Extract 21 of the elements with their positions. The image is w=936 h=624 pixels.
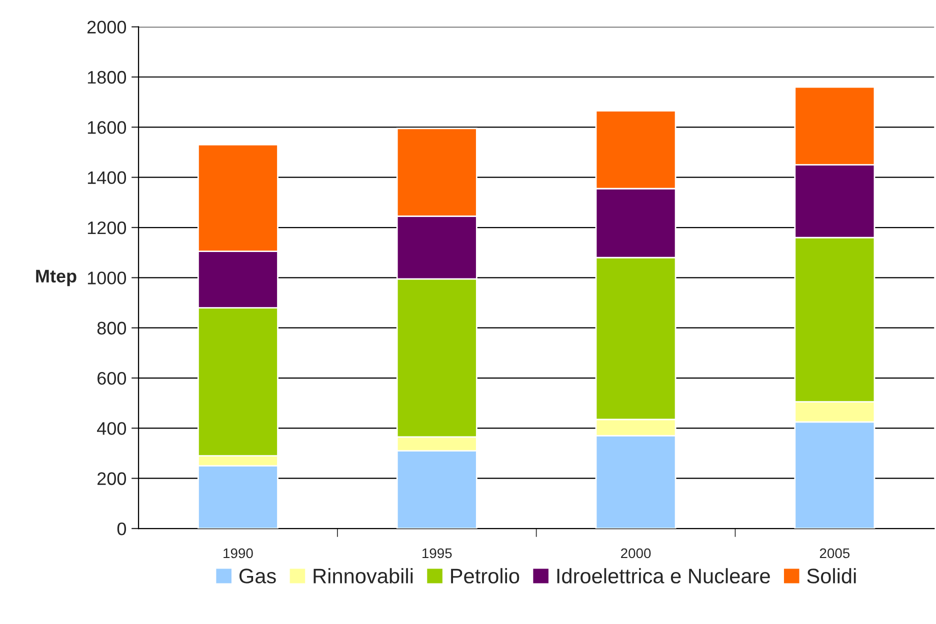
x-tick-label: 1995 — [422, 548, 452, 558]
legend-label: Petrolio — [451, 568, 520, 584]
y-tick-label: 800 — [97, 322, 126, 335]
x-tick-label: 1990 — [224, 548, 253, 558]
y-tick-label: 1400 — [88, 171, 126, 184]
y-tick-label: 200 — [98, 472, 126, 486]
y-tick-label: 600 — [98, 372, 126, 385]
legend-label: Idroelettrica e Nucleare — [557, 568, 770, 584]
x-tick-label: 2005 — [820, 548, 850, 558]
x-tick-label: 2000 — [621, 548, 651, 558]
legend-label: Gas — [239, 568, 276, 584]
y-tick-label: 400 — [97, 422, 126, 435]
y-tick-label: 1200 — [88, 221, 126, 234]
y-tick-label: 1000 — [88, 272, 126, 284]
legend-label: Rinnovabili — [314, 568, 413, 584]
legend-label: Solidi — [807, 568, 856, 584]
y-tick-label: 2000 — [87, 20, 126, 34]
y-tick-label: 1600 — [88, 121, 126, 134]
y-axis-title: Mtep — [36, 270, 76, 286]
y-tick-label: 0 — [117, 522, 126, 536]
y-tick-label: 1800 — [88, 70, 126, 84]
